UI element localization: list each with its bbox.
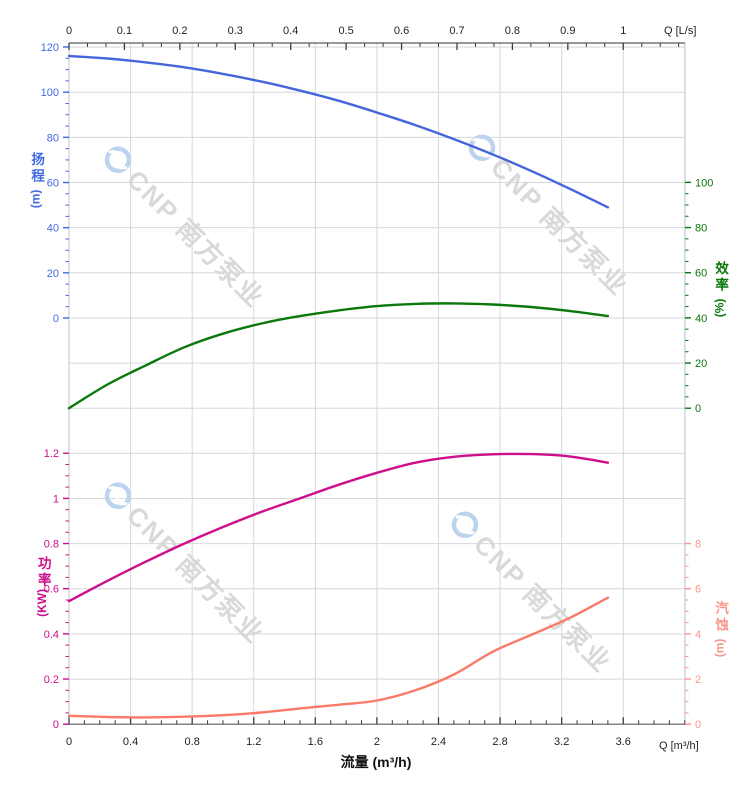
npsh-axis-unit: (m) <box>712 638 727 658</box>
npsh-curve <box>67 596 610 719</box>
efficiency-curve <box>67 302 610 410</box>
cnp-logo-icon <box>104 482 132 510</box>
top-axis-tick-label: 0.1 <box>117 25 132 37</box>
head-tick-label: 20 <box>47 268 59 280</box>
power-tick-label: 1.2 <box>44 448 59 460</box>
cnp-watermark: CNP 南方泵业 <box>104 482 271 650</box>
npsh-axis: 0 2 4 6 8 <box>685 539 701 731</box>
efficiency-tick-label: 100 <box>695 177 713 189</box>
top-axis-tick-label: 0.6 <box>394 25 409 37</box>
bottom-axis-tick-label: 0.4 <box>123 736 138 748</box>
head-axis-title-text: 扬程 <box>29 152 45 185</box>
head-tick-label: 0 <box>53 313 59 325</box>
head-axis: 0 20 40 60 80 100 120 <box>41 42 69 325</box>
top-axis-unit-label: Q [L/s] <box>664 25 696 37</box>
bottom-axis-tick-label: 0.8 <box>185 736 200 748</box>
plot-border <box>68 42 686 725</box>
head-curve <box>67 54 610 209</box>
power-tick-label: 0.8 <box>44 539 59 551</box>
head-axis-unit: (m) <box>28 189 43 209</box>
top-axis-tick-label: 0.8 <box>505 25 520 37</box>
power-tick-label: 0 <box>53 719 59 731</box>
power-axis-unit: (KW) <box>35 588 50 617</box>
bottom-axis: 0 0.4 0.8 1.2 1.6 2 2.4 2.8 3.2 3.6 Q [m³/h] <box>66 717 699 752</box>
efficiency-axis-title-text: 效率 <box>713 261 729 294</box>
top-axis-tick-label: 0.2 <box>172 25 187 37</box>
bottom-axis-tick-label: 1.6 <box>308 736 323 748</box>
npsh-tick-label: 6 <box>695 584 701 596</box>
watermark-layer: CNP 南方泵业 CNP 南方泵业 CNP 南方泵业 CNP 南方泵业 <box>104 134 635 679</box>
npsh-axis-title: 汽蚀 (m) <box>711 601 730 658</box>
efficiency-tick-label: 80 <box>695 223 707 235</box>
bottom-axis-tick-label: 0 <box>66 736 72 748</box>
power-tick-label: 1 <box>53 493 59 505</box>
power-axis-title-text: 功率 <box>35 556 51 589</box>
efficiency-axis-unit: (%) <box>712 298 727 318</box>
top-axis-tick-label: 0.7 <box>449 25 464 37</box>
watermark-text: CNP 南方泵业 <box>121 500 271 650</box>
bottom-axis-tick-label: 1.2 <box>246 736 261 748</box>
efficiency-tick-label: 60 <box>695 268 707 280</box>
top-axis: 0 0.1 0.2 0.3 0.4 0.5 0.6 0.7 0.8 0.9 1 Q [L/s] <box>66 25 696 50</box>
watermark-text: CNP 南方泵业 <box>121 164 271 314</box>
grid-layer <box>68 43 686 725</box>
top-axis-tick-label: 0.9 <box>560 25 575 37</box>
npsh-tick-label: 0 <box>695 719 701 731</box>
head-tick-label: 60 <box>47 178 59 190</box>
watermark-text: CNP 南方泵业 <box>485 152 635 302</box>
bottom-axis-unit-label: Q [m³/h] <box>659 740 699 752</box>
cnp-watermark: CNP 南方泵业 <box>451 511 617 679</box>
efficiency-axis: 0 20 40 60 80 100 <box>685 177 713 415</box>
bottom-axis-tick-label: 2 <box>374 736 380 748</box>
cnp-logo-icon <box>468 134 496 162</box>
bottom-axis-tick-label: 2.4 <box>431 736 446 748</box>
bottom-axis-tick-label: 3.2 <box>554 736 569 748</box>
top-axis-tick-label: 1 <box>620 25 626 37</box>
cnp-logo-icon <box>451 511 479 539</box>
power-axis-title: 功率 (KW) <box>29 556 57 617</box>
head-tick-label: 120 <box>41 42 59 54</box>
efficiency-tick-label: 20 <box>695 358 707 370</box>
head-tick-label: 40 <box>47 223 59 235</box>
npsh-axis-title-text: 汽蚀 <box>713 601 729 634</box>
top-axis-tick-label: 0.3 <box>228 25 243 37</box>
power-tick-label: 0.4 <box>44 629 59 641</box>
efficiency-tick-label: 0 <box>695 403 701 415</box>
npsh-tick-label: 8 <box>695 539 701 551</box>
head-tick-label: 80 <box>47 132 59 144</box>
head-axis-title: 扬程 (m) <box>27 152 46 209</box>
power-tick-label: 0.2 <box>44 674 59 686</box>
cnp-logo-icon <box>104 146 132 174</box>
flow-axis-title: 流量 (m³/h) <box>340 754 412 770</box>
power-tick-label: 0.6 <box>44 584 59 596</box>
bottom-axis-tick-label: 2.8 <box>492 736 507 748</box>
efficiency-axis-title: 效率 (%) <box>711 261 730 318</box>
top-axis-tick-label: 0.5 <box>338 25 353 37</box>
top-axis-tick-label: 0.4 <box>283 25 298 37</box>
head-tick-label: 100 <box>41 87 59 99</box>
top-axis-tick-label: 0 <box>66 25 72 37</box>
cnp-watermark: CNP 南方泵业 <box>468 134 635 302</box>
bottom-axis-tick-label: 3.6 <box>616 736 631 748</box>
power-curve <box>67 452 610 603</box>
efficiency-tick-label: 40 <box>695 313 707 325</box>
npsh-tick-label: 4 <box>695 629 701 641</box>
curves-layer <box>67 54 610 719</box>
npsh-tick-label: 2 <box>695 674 701 686</box>
power-axis: 0 0.2 0.4 0.6 0.8 1 1.2 <box>44 448 69 731</box>
